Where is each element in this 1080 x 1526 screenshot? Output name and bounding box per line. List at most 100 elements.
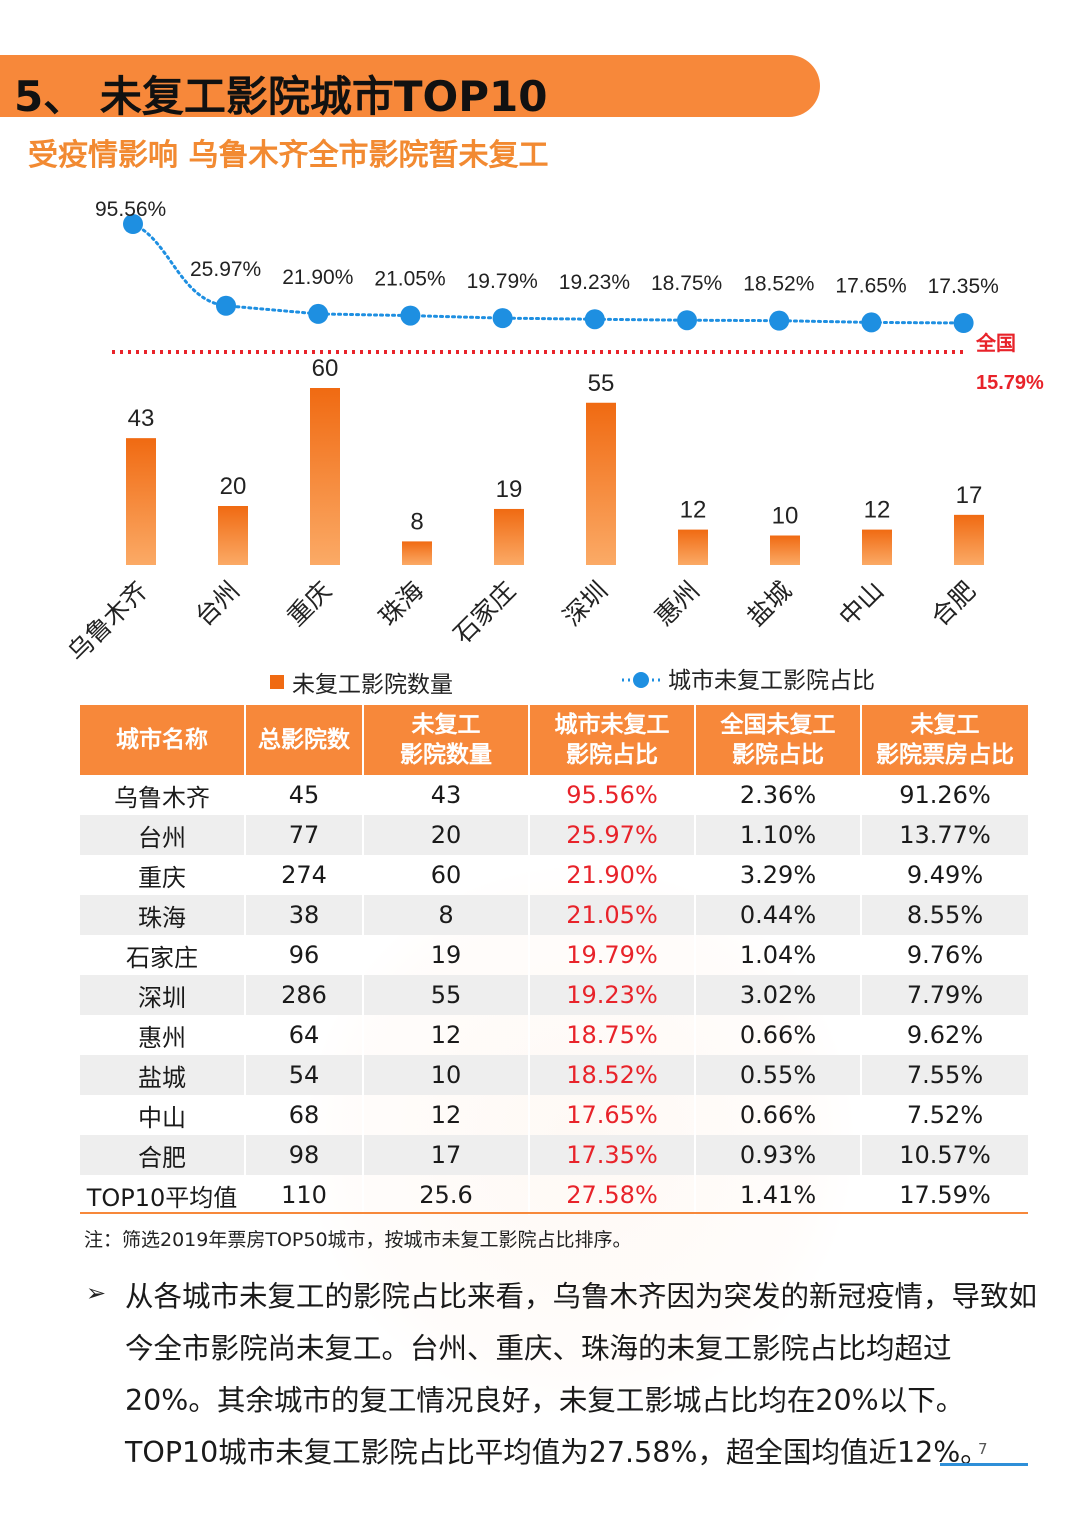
column-header: 未复工 影院数量 xyxy=(363,705,530,775)
ratio-label: 19.23% xyxy=(559,271,630,294)
table-cell: 珠海 xyxy=(80,895,246,935)
table-cell: 10 xyxy=(363,1055,530,1095)
ratio-label: 17.35% xyxy=(928,275,999,298)
table-cell: 45 xyxy=(245,775,364,815)
table-row: 重庆 274 60 21.90% 3.29% 9.49% xyxy=(80,855,1028,895)
table-cell: 深圳 xyxy=(80,975,246,1015)
table-cell: 12 xyxy=(363,1015,530,1055)
table-cell: 17.65% xyxy=(529,1095,696,1135)
table-cell: 96 xyxy=(245,935,364,975)
table-row: 石家庄 96 19 19.79% 1.04% 9.76% xyxy=(80,935,1028,975)
table-cell: 中山 xyxy=(80,1095,246,1135)
table-cell: 18.52% xyxy=(529,1055,696,1095)
column-header: 全国未复工 影院占比 xyxy=(695,705,862,775)
bar-重庆 xyxy=(310,388,340,565)
ratio-point xyxy=(216,295,236,316)
legend-bar-swatch xyxy=(270,675,284,689)
ratio-point xyxy=(308,303,329,324)
ratio-series-line xyxy=(131,222,966,325)
bar-value-label: 43 xyxy=(128,405,155,432)
table-cell: 25.6 xyxy=(363,1175,530,1215)
table-cell: 19.23% xyxy=(529,975,696,1015)
column-header: 城市未复工 影院占比 xyxy=(529,705,696,775)
table-cell: 10.57% xyxy=(861,1135,1028,1175)
category-label: 深圳 xyxy=(557,576,613,632)
table-cell: 21.90% xyxy=(529,855,696,895)
table-cell: 0.93% xyxy=(695,1135,862,1175)
ratio-label: 21.05% xyxy=(374,268,445,291)
category-label: 中山 xyxy=(833,576,889,632)
table-cell: 盐城 xyxy=(80,1055,246,1095)
table-row: 合肥 98 17 17.35% 0.93% 10.57% xyxy=(80,1135,1028,1175)
table-cell: 20 xyxy=(363,815,530,855)
table-cell: 54 xyxy=(245,1055,364,1095)
ratio-point xyxy=(953,313,974,333)
table-cell: 合肥 xyxy=(80,1135,246,1175)
category-label: 乌鲁木齐 xyxy=(62,576,153,667)
table-row: 台州 77 20 25.97% 1.10% 13.77% xyxy=(80,815,1028,855)
table-cell: 21.05% xyxy=(529,895,696,935)
table-cell: 60 xyxy=(363,855,530,895)
table-cell: 3.02% xyxy=(695,975,862,1015)
bar-value-label: 12 xyxy=(680,497,707,524)
page-title: 5、 未复工影院城市TOP10 xyxy=(14,72,548,121)
ratio-point xyxy=(492,308,513,329)
table-row: 中山 68 12 17.65% 0.66% 7.52% xyxy=(80,1095,1028,1135)
table-cell: 27.58% xyxy=(529,1175,696,1215)
table-cell: 7.79% xyxy=(861,975,1028,1015)
national-value-label: 15.79% xyxy=(976,372,1044,394)
ratio-label: 25.97% xyxy=(190,258,261,281)
table-cell: 重庆 xyxy=(80,855,246,895)
legend-bar-label: 未复工影院数量 xyxy=(292,672,453,698)
page-number-underline xyxy=(940,1463,1028,1466)
table-cell: 1.04% xyxy=(695,935,862,975)
table-row: 惠州 64 12 18.75% 0.66% 9.62% xyxy=(80,1015,1028,1055)
page-number: 7 xyxy=(978,1440,988,1458)
column-header: 城市名称 xyxy=(80,705,246,775)
table-row: 珠海 38 8 21.05% 0.44% 8.55% xyxy=(80,895,1028,935)
legend-line-marker xyxy=(633,672,649,688)
table-cell: 9.62% xyxy=(906,1021,984,1049)
data-table: 城市名称 总影院数 未复工 影院数量 城市未复工 影院占比 全国未复工 影院占比 未复工 影院票房… xyxy=(80,705,1028,1215)
table-cell: 17.35% xyxy=(529,1135,696,1175)
table-cell: 110 xyxy=(245,1175,364,1215)
bar-value-label: 12 xyxy=(864,497,891,524)
combo-chart: 43 20 60 8 19 55 12 10 12 17 全国 15.79% 95.56% 25.97… xyxy=(62,198,1044,698)
table-cell: 石家庄 xyxy=(80,935,246,975)
table-cell: 17 xyxy=(363,1135,530,1175)
table-cell: 1.41% xyxy=(695,1175,862,1215)
ratio-point xyxy=(400,305,421,326)
table-cell: 286 xyxy=(245,975,364,1015)
ratio-label: 19.79% xyxy=(467,270,538,293)
table-cell: 惠州 xyxy=(80,1015,246,1055)
table-cell: 19.79% xyxy=(529,935,696,975)
table-cell: 9.76% xyxy=(906,941,984,969)
category-label: 石家庄 xyxy=(448,576,522,650)
bar-深圳 xyxy=(586,402,616,565)
table-cell: 19 xyxy=(363,935,530,975)
bar-盐城 xyxy=(770,535,800,565)
bar-value-label: 19 xyxy=(496,476,523,503)
table-note: 注：筛选2019年票房TOP50城市，按城市未复工影院占比排序。 xyxy=(84,1229,632,1251)
table-cell: 7.55% xyxy=(861,1055,1028,1095)
category-label: 合肥 xyxy=(925,576,981,632)
ratio-label: 95.56% xyxy=(95,198,166,221)
ratio-label: 18.52% xyxy=(743,273,814,296)
ratio-label: 17.65% xyxy=(835,274,906,297)
table-cell: 7.52% xyxy=(906,1101,984,1129)
table-cell: TOP10平均值 xyxy=(80,1175,246,1215)
table-cell: 68 xyxy=(245,1095,364,1135)
category-label: 台州 xyxy=(189,576,245,632)
ratio-point xyxy=(769,310,790,331)
table-cell: 12 xyxy=(363,1095,530,1135)
table-cell: 274 xyxy=(245,855,364,895)
national-label: 全国 xyxy=(975,331,1016,355)
table-cell: 13.77% xyxy=(861,815,1028,855)
bar-台州 xyxy=(218,506,248,565)
table-cell: 8 xyxy=(363,895,530,935)
table-row: 深圳 286 55 19.23% 3.02% 7.79% xyxy=(80,975,1028,1015)
page-subtitle: 受疫情影响 乌鲁木齐全市影院暂未复工 xyxy=(28,138,549,173)
table-cell: 64 xyxy=(245,1015,364,1055)
table-cell: 77 xyxy=(245,815,364,855)
table-cell: 18.75% xyxy=(529,1015,696,1055)
